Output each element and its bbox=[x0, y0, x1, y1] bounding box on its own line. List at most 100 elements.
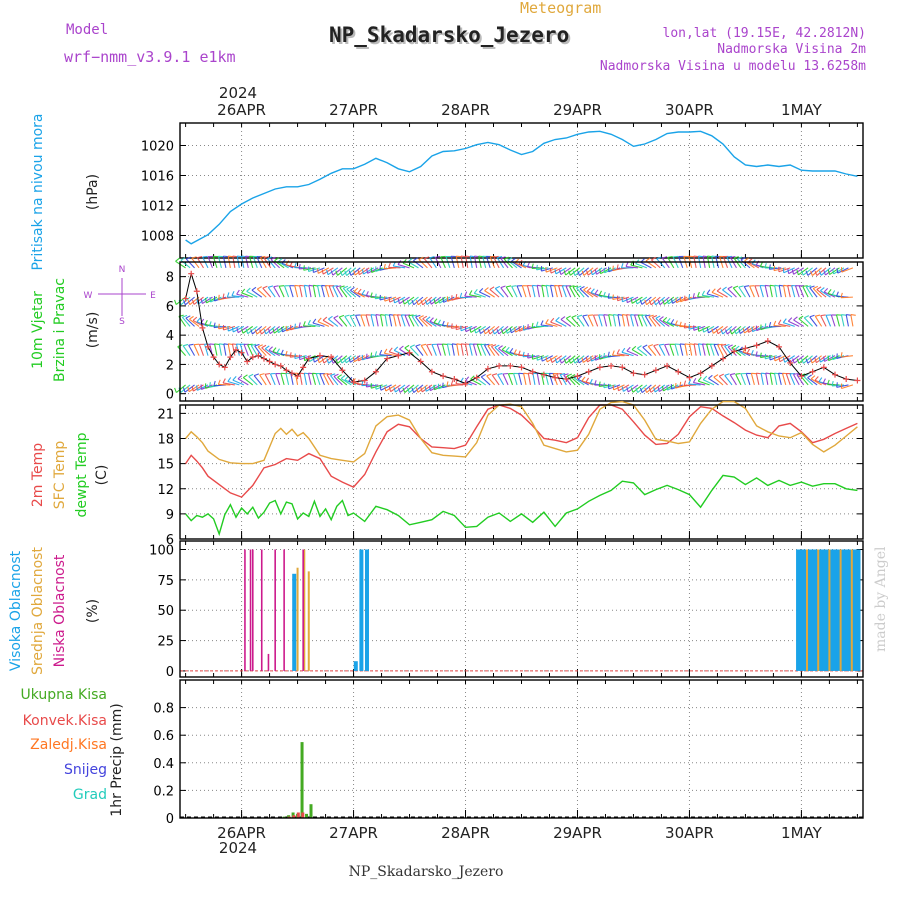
wind-barb bbox=[770, 373, 772, 385]
wind-barb bbox=[761, 373, 763, 385]
pressure-unit: (hPa) bbox=[85, 174, 101, 210]
wind-barb bbox=[514, 373, 517, 384]
wind-barb bbox=[549, 373, 552, 384]
wind-speed-point bbox=[642, 372, 648, 378]
wind-barb bbox=[394, 315, 397, 327]
wind-barb-flag bbox=[788, 318, 791, 322]
wind-barb-flag bbox=[837, 268, 838, 273]
wind-barb-flag bbox=[736, 374, 741, 375]
wind-barb-flag bbox=[512, 286, 517, 287]
wind-barb-flag bbox=[717, 288, 721, 291]
wind-barb-flag bbox=[551, 318, 554, 322]
wind-barb-flag bbox=[684, 323, 685, 328]
x-tick-label-top: 27APR bbox=[329, 101, 378, 119]
wind-barb bbox=[562, 286, 566, 297]
y-tick-label: 0.8 bbox=[153, 702, 174, 717]
wind-barb-flag bbox=[214, 323, 215, 328]
wind-barb bbox=[788, 285, 791, 297]
wind-barb-flag bbox=[821, 315, 826, 316]
wind-barb-flag bbox=[667, 299, 668, 304]
y-tick-label: 18 bbox=[157, 433, 174, 448]
wind-barb-flag bbox=[663, 300, 665, 305]
wind-barb bbox=[533, 373, 535, 385]
wind-barb bbox=[622, 315, 624, 327]
wind-barb-flag bbox=[479, 288, 483, 292]
wind-barb-flag bbox=[421, 387, 422, 392]
wind-barb-flag bbox=[423, 316, 427, 319]
wind-barb-flag bbox=[362, 290, 365, 294]
wind-barb-flag bbox=[362, 269, 363, 274]
wind-barb-flag bbox=[232, 327, 233, 332]
wind-barb-flag bbox=[808, 375, 812, 378]
wind-barb bbox=[841, 297, 853, 298]
wind-barb bbox=[519, 373, 522, 385]
mid-cloud-ylabel: Srednja Oblacnost bbox=[30, 547, 46, 675]
cloud-bar-low bbox=[244, 550, 246, 671]
wind-speed-point bbox=[619, 364, 625, 370]
wind-barb-flag bbox=[728, 287, 732, 289]
wind-barb-flag bbox=[485, 288, 489, 291]
y-tick-label: 6 bbox=[166, 300, 174, 315]
cloud-bar-low bbox=[250, 550, 252, 671]
wind-barb-flag bbox=[572, 315, 577, 317]
wind-barb bbox=[356, 315, 361, 326]
wind-barb-flag bbox=[536, 322, 538, 327]
wind-barb-flag bbox=[528, 353, 529, 358]
cloud-bar-low bbox=[252, 550, 254, 671]
wind-barb bbox=[528, 373, 530, 385]
y-tick-label: 1012 bbox=[141, 200, 174, 215]
wind-barb bbox=[304, 285, 306, 297]
wind-barb-flag bbox=[604, 353, 605, 358]
cloud-unit: (%) bbox=[85, 599, 101, 623]
wind-barb-flag bbox=[739, 329, 741, 334]
meteogram-label: Meteogram bbox=[520, 0, 601, 17]
wind-barb bbox=[836, 315, 839, 327]
wind-speed-point bbox=[709, 363, 715, 369]
wind-barb-flag bbox=[841, 315, 846, 316]
wind-speed-point bbox=[653, 367, 659, 373]
wind-speed-point bbox=[686, 375, 692, 381]
wind-barb bbox=[841, 315, 844, 327]
wind-speed-point bbox=[519, 364, 525, 370]
precip-unit: 1hr Precip (mm) bbox=[109, 703, 125, 816]
wind-barb-flag bbox=[506, 347, 509, 351]
y-tick-label: 1008 bbox=[141, 230, 174, 245]
wind-barb bbox=[219, 344, 221, 356]
wind-barb-flag bbox=[769, 322, 770, 327]
y-tick-label: 0 bbox=[166, 812, 174, 827]
wind-barb bbox=[300, 373, 302, 385]
wind-barb-flag bbox=[828, 289, 831, 293]
cloud-bar-low bbox=[261, 550, 263, 671]
cloud-bar-high bbox=[354, 661, 358, 671]
wind-barb-flag bbox=[277, 328, 278, 333]
wind-barb bbox=[228, 344, 230, 356]
wind-barb-flag bbox=[338, 375, 342, 378]
wind-barb-flag bbox=[327, 270, 328, 275]
wind-barb bbox=[503, 374, 508, 385]
wind-barb-flag bbox=[708, 375, 712, 378]
wind-barb-flag bbox=[345, 315, 350, 316]
wind-barb bbox=[281, 373, 284, 385]
wind-barb-flag bbox=[676, 298, 677, 303]
wind-barb bbox=[329, 286, 333, 297]
total-precip-label: Ukupna Kisa bbox=[20, 687, 107, 703]
wind-barb-flag bbox=[430, 299, 432, 304]
x-tick-label-top: 29APR bbox=[553, 101, 602, 119]
wind-barb-flag bbox=[304, 356, 305, 361]
series-line-pressure bbox=[186, 131, 858, 244]
wind-barb-flag bbox=[262, 345, 266, 347]
wind-speed-point bbox=[821, 364, 827, 370]
wind-speed-point bbox=[765, 338, 771, 344]
wind-barb-flag bbox=[689, 295, 690, 300]
wind-barb-flag bbox=[779, 357, 780, 362]
y-tick-label: 0.2 bbox=[153, 784, 174, 799]
wind-barb-flag bbox=[501, 286, 506, 288]
wind-barb-flag bbox=[498, 346, 502, 349]
wind-barb-flag bbox=[599, 382, 600, 387]
wind-barb-flag bbox=[760, 353, 761, 358]
wind-barb-flag bbox=[551, 358, 552, 363]
wind-barb bbox=[325, 286, 328, 297]
wind-barb bbox=[381, 315, 383, 327]
wind-barb-flag bbox=[820, 288, 824, 291]
